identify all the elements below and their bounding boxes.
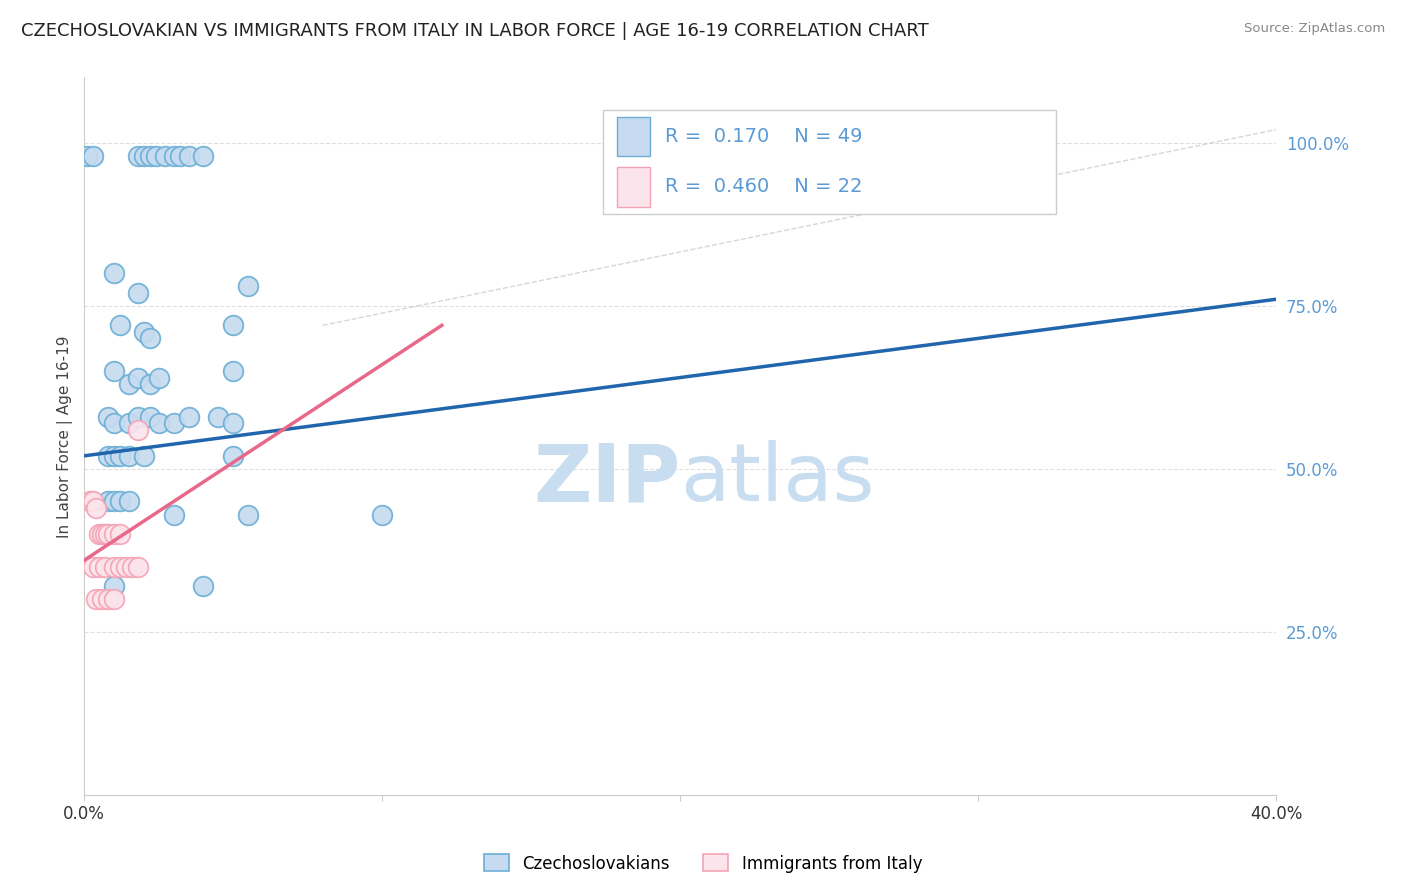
Point xyxy=(132,449,155,463)
Point xyxy=(127,559,149,574)
Point xyxy=(207,409,229,424)
Point xyxy=(127,409,149,424)
Point xyxy=(82,559,104,574)
Text: R =  0.460    N = 22: R = 0.460 N = 22 xyxy=(665,178,862,196)
Point xyxy=(163,416,186,430)
Text: Source: ZipAtlas.com: Source: ZipAtlas.com xyxy=(1244,22,1385,36)
Point xyxy=(82,494,104,508)
Point xyxy=(222,416,245,430)
Point xyxy=(108,559,131,574)
FancyBboxPatch shape xyxy=(617,167,651,207)
Point xyxy=(79,494,101,508)
Point xyxy=(103,266,125,280)
Point xyxy=(127,370,149,384)
Point xyxy=(97,449,120,463)
Point xyxy=(132,149,155,163)
Point xyxy=(115,559,138,574)
Point xyxy=(118,416,141,430)
Point xyxy=(91,592,114,607)
Point xyxy=(127,423,149,437)
Y-axis label: In Labor Force | Age 16-19: In Labor Force | Age 16-19 xyxy=(58,335,73,538)
Point xyxy=(89,559,111,574)
Point xyxy=(91,527,114,541)
Point xyxy=(193,579,215,593)
Point xyxy=(103,364,125,378)
Point xyxy=(76,149,98,163)
Point xyxy=(118,449,141,463)
Point xyxy=(118,377,141,392)
Point xyxy=(84,501,107,516)
Point xyxy=(222,364,245,378)
Point xyxy=(103,416,125,430)
Point xyxy=(127,149,149,163)
Text: CZECHOSLOVAKIAN VS IMMIGRANTS FROM ITALY IN LABOR FORCE | AGE 16-19 CORRELATION : CZECHOSLOVAKIAN VS IMMIGRANTS FROM ITALY… xyxy=(21,22,929,40)
Point xyxy=(148,370,170,384)
Point xyxy=(103,559,125,574)
Point xyxy=(108,527,131,541)
Point xyxy=(89,527,111,541)
Point xyxy=(121,559,143,574)
Point xyxy=(82,149,104,163)
Point xyxy=(193,149,215,163)
Point xyxy=(139,377,162,392)
Point xyxy=(97,527,120,541)
Point xyxy=(127,285,149,300)
Point xyxy=(103,592,125,607)
Point xyxy=(118,494,141,508)
Point xyxy=(97,494,120,508)
Point xyxy=(103,579,125,593)
Point xyxy=(139,149,162,163)
Point xyxy=(97,409,120,424)
Point xyxy=(103,494,125,508)
Point xyxy=(238,508,260,522)
Point xyxy=(145,149,167,163)
Point xyxy=(108,318,131,333)
Point xyxy=(132,325,155,339)
Point xyxy=(238,279,260,293)
Point xyxy=(84,592,107,607)
Point xyxy=(177,409,200,424)
Point xyxy=(139,409,162,424)
Point xyxy=(97,592,120,607)
Text: ZIP: ZIP xyxy=(533,441,681,518)
FancyBboxPatch shape xyxy=(603,110,1056,214)
Point xyxy=(371,508,394,522)
Point xyxy=(177,149,200,163)
Point xyxy=(222,449,245,463)
Point xyxy=(153,149,176,163)
Point xyxy=(163,149,186,163)
Point xyxy=(103,449,125,463)
Point xyxy=(108,494,131,508)
Point xyxy=(103,527,125,541)
Point xyxy=(108,449,131,463)
Point xyxy=(94,559,117,574)
Text: atlas: atlas xyxy=(681,441,875,518)
Legend: Czechoslovakians, Immigrants from Italy: Czechoslovakians, Immigrants from Italy xyxy=(477,847,929,880)
Point xyxy=(163,508,186,522)
Text: R =  0.170    N = 49: R = 0.170 N = 49 xyxy=(665,128,862,146)
Point xyxy=(222,318,245,333)
FancyBboxPatch shape xyxy=(617,117,651,156)
Point xyxy=(148,416,170,430)
Point xyxy=(169,149,191,163)
Point xyxy=(94,527,117,541)
Point xyxy=(139,331,162,345)
